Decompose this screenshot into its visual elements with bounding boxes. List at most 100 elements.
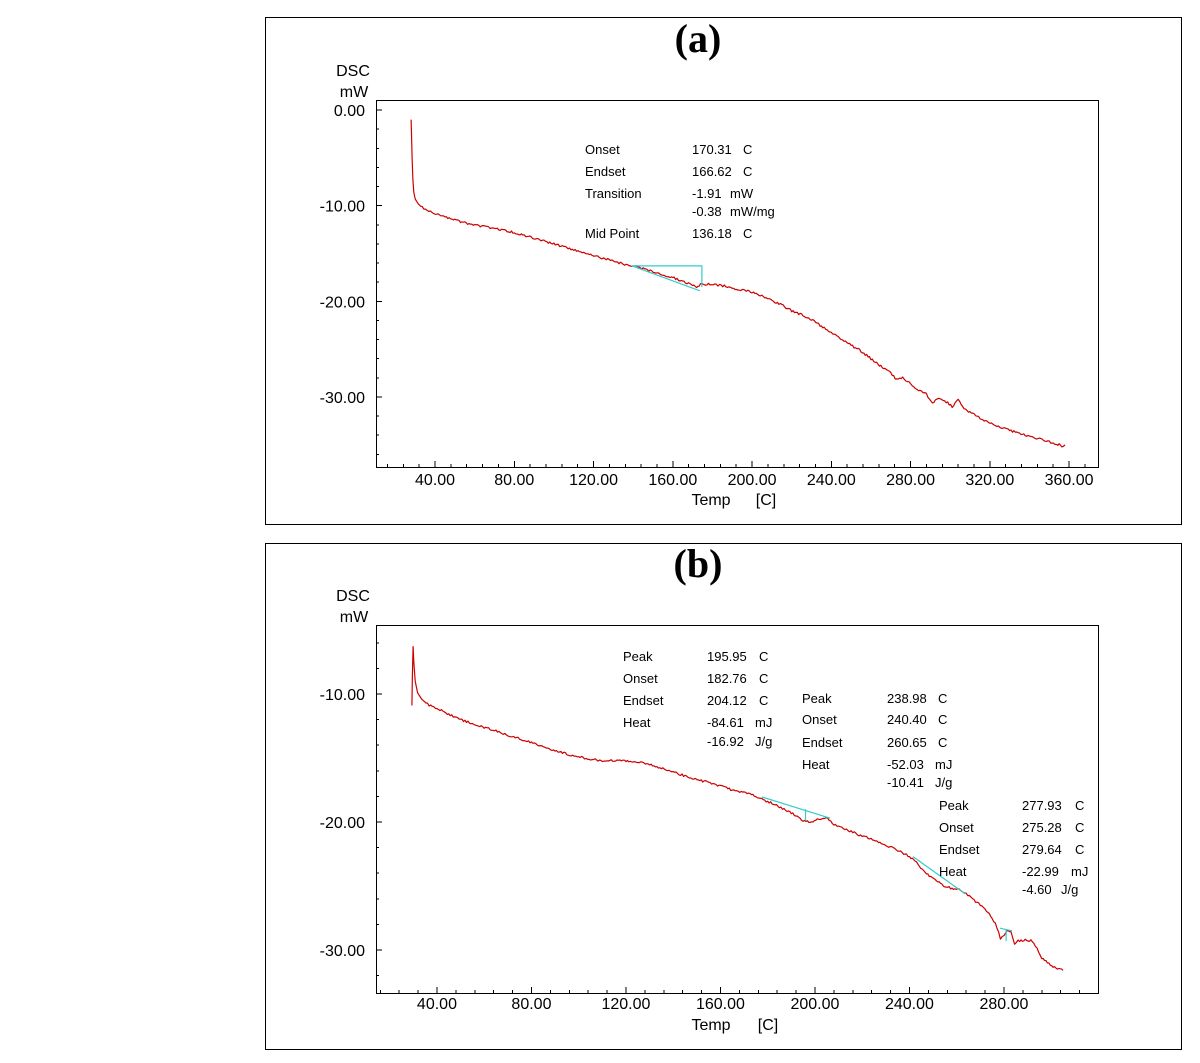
plot-area xyxy=(376,100,1099,468)
y-axis-label: DSC xyxy=(336,588,370,605)
axis-ticks xyxy=(376,642,1081,993)
annotation-value: 240.40 xyxy=(887,712,927,727)
y-axis-unit: mW xyxy=(340,84,369,101)
x-tick-label: 80.00 xyxy=(494,472,534,489)
annotation-unit: C xyxy=(743,164,752,179)
annotation-label: Heat xyxy=(939,864,967,879)
annotation-unit: mW/mg xyxy=(730,204,775,219)
annotation-value: -4.60 xyxy=(1022,882,1052,897)
x-tick-label: 360.00 xyxy=(1045,472,1094,489)
annotation-value: 170.31 xyxy=(692,142,732,157)
dsc-chart-a: (a) DSC mW 0.00 -10.00 -20.00 -30.00 40.00 80… xyxy=(265,17,1182,525)
annotation-value: 136.18 xyxy=(692,226,732,241)
annotation-unit: C xyxy=(938,691,947,706)
y-axis-label: DSC xyxy=(336,63,370,80)
chart-title: (b) xyxy=(674,543,723,586)
annotation-unit: mJ xyxy=(935,757,952,772)
annotation-label: Onset xyxy=(623,671,658,686)
y-tick-label: -30.00 xyxy=(320,390,365,407)
annotation-label: Endset xyxy=(623,693,664,708)
x-tick-label: 160.00 xyxy=(648,472,697,489)
annotation-value: 238.98 xyxy=(887,691,927,706)
annotation-label: Onset xyxy=(585,142,620,157)
annotation-label: Onset xyxy=(939,820,974,835)
y-tick-label: -10.00 xyxy=(320,199,365,216)
y-tick-label: -30.00 xyxy=(320,943,365,960)
baseline-construction-line xyxy=(632,265,703,287)
annotation-value: 166.62 xyxy=(692,164,732,179)
annotation-unit: J/g xyxy=(935,775,952,790)
x-tick-label: 320.00 xyxy=(965,472,1014,489)
annotation-label: Transition xyxy=(585,186,642,201)
annotations: Onset 170.31 C Endset 166.62 C Transition -1.91… xyxy=(585,142,775,241)
annotation-value: 279.64 xyxy=(1022,842,1062,857)
y-axis-unit: mW xyxy=(340,609,369,626)
annotation-value: 182.76 xyxy=(707,671,747,686)
baseline-construction-line xyxy=(912,856,966,895)
x-axis-label: Temp xyxy=(691,1017,730,1034)
annotation-label: Heat xyxy=(623,715,651,730)
annotation-unit: C xyxy=(759,649,768,664)
annotation-unit: C xyxy=(938,712,947,727)
annotation-label: Endset xyxy=(802,735,843,750)
annotation-value: -22.99 xyxy=(1022,864,1059,879)
annotation-unit: mJ xyxy=(1071,864,1088,879)
annotation-unit: C xyxy=(743,142,752,157)
tick-labels: -10.00 -20.00 -30.00 40.00 80.00 120.00 160.00… xyxy=(320,687,1029,1013)
tick-labels: 0.00 -10.00 -20.00 -30.00 40.00 80.00 120.00 16… xyxy=(320,103,1094,489)
annotation-label: Peak xyxy=(623,649,653,664)
annotation-unit: C xyxy=(1075,798,1084,813)
x-tick-label: 160.00 xyxy=(696,996,745,1013)
annotation-unit: C xyxy=(743,226,752,241)
x-tick-label: 240.00 xyxy=(885,996,934,1013)
y-tick-label: -10.00 xyxy=(320,687,365,704)
x-tick-label: 200.00 xyxy=(728,472,777,489)
annotation-unit: J/g xyxy=(755,734,772,749)
annotation-value: 275.28 xyxy=(1022,820,1062,835)
x-tick-label: 280.00 xyxy=(980,996,1029,1013)
y-tick-label: -20.00 xyxy=(320,815,365,832)
annotation-value: 195.95 xyxy=(707,649,747,664)
y-tick-label: 0.00 xyxy=(334,103,365,120)
annotation-value: -1.91 xyxy=(692,186,722,201)
x-tick-label: 120.00 xyxy=(569,472,618,489)
annotation-value: -16.92 xyxy=(707,734,744,749)
annotation-label: Peak xyxy=(939,798,969,813)
annotation-unit: C xyxy=(1075,842,1084,857)
annotation-unit: C xyxy=(1075,820,1084,835)
annotation-value: 277.93 xyxy=(1022,798,1062,813)
y-tick-label: -20.00 xyxy=(320,294,365,311)
annotation-value: -52.03 xyxy=(887,757,924,772)
annotation-value: 260.65 xyxy=(887,735,927,750)
annotation-unit: C xyxy=(759,693,768,708)
x-axis-unit: [C] xyxy=(756,492,776,509)
x-tick-label: 240.00 xyxy=(807,472,856,489)
annotation-label: Mid Point xyxy=(585,226,640,241)
plot-lines xyxy=(410,119,1066,448)
annotation-label: Onset xyxy=(802,712,837,727)
x-tick-label: 80.00 xyxy=(511,996,551,1013)
annotation-unit: J/g xyxy=(1061,882,1078,897)
x-tick-label: 200.00 xyxy=(790,996,839,1013)
annotation-unit: mW xyxy=(730,186,754,201)
dsc-curve-line xyxy=(410,119,1066,448)
x-axis-unit: [C] xyxy=(758,1017,778,1034)
x-tick-label: 40.00 xyxy=(417,996,457,1013)
x-tick-label: 40.00 xyxy=(415,472,455,489)
dsc-chart-b: (b) DSC mW -10.00 -20.00 -30.00 40.00 80.00 1… xyxy=(265,543,1182,1050)
annotation-value: -10.41 xyxy=(887,775,924,790)
annotation-unit: C xyxy=(938,735,947,750)
annotation-label: Peak xyxy=(802,691,832,706)
annotation-unit: C xyxy=(759,671,768,686)
annotation-unit: mJ xyxy=(755,715,772,730)
annotations: Peak 195.95 C Onset 182.76 C Endset 204.12 C Heat… xyxy=(623,649,1088,897)
baseline-construction-line xyxy=(761,796,831,819)
x-tick-label: 120.00 xyxy=(601,996,650,1013)
x-axis-label: Temp xyxy=(691,492,730,509)
annotation-label: Heat xyxy=(802,757,830,772)
plot-lines xyxy=(411,645,1064,971)
annotation-value: 204.12 xyxy=(707,693,747,708)
panel-border xyxy=(265,17,1182,525)
annotation-value: -0.38 xyxy=(692,204,722,219)
axis-ticks xyxy=(376,109,1086,467)
